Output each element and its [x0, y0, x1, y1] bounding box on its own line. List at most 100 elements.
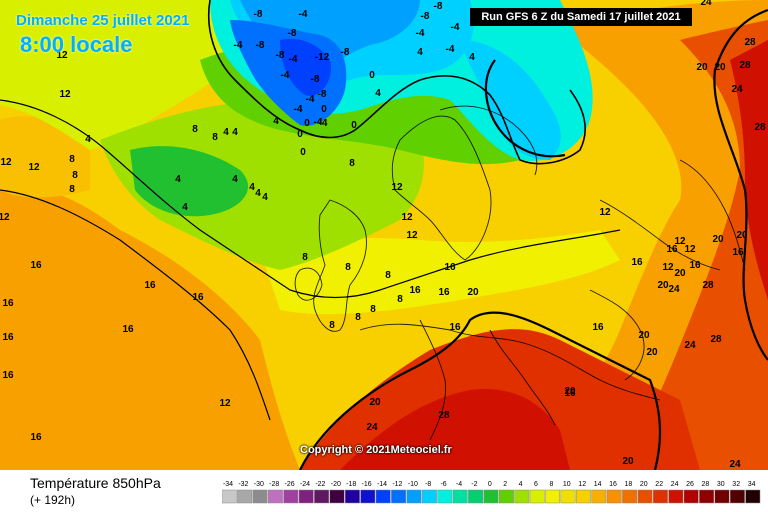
map-value-label: 12 — [684, 244, 696, 255]
copyright-notice: Copyright © 2021Meteociel.fr — [300, 444, 452, 456]
scale-swatch — [468, 489, 484, 504]
scale-tick-label: -22 — [315, 481, 325, 488]
scale-swatch — [375, 489, 391, 504]
map-value-label: 4 — [85, 134, 91, 145]
map-value-label: 16 — [30, 260, 42, 271]
scale-tick-label: 8 — [549, 481, 553, 488]
map-value-label: -4 — [451, 22, 460, 33]
scale-tick-label: 30 — [717, 481, 725, 488]
scale-swatch — [298, 489, 314, 504]
map-value-label: -8 — [434, 1, 443, 12]
scale-swatch — [514, 489, 530, 504]
scale-tick-label: 16 — [609, 481, 617, 488]
map-value-label: -8 — [276, 50, 285, 61]
scale-tick-label: -16 — [362, 481, 372, 488]
scale-swatch — [391, 489, 407, 504]
map-value-label: -8 — [421, 11, 430, 22]
scale-tick-label: 34 — [748, 481, 756, 488]
scale-swatch — [421, 489, 437, 504]
scale-swatch — [745, 489, 761, 504]
map-value-labels: -8 -4 -8-8-8 -4-4-4 -8 -44-8 -12 -8-4 4-4 0-8-8 4-… — [0, 0, 766, 470]
map-value-label: 24 — [700, 0, 712, 8]
map-value-label: 12 — [0, 212, 10, 223]
scale-tick-label: 32 — [732, 481, 740, 488]
map-value-label: 12 — [662, 262, 674, 273]
scale-swatch — [237, 489, 253, 504]
map-value-label: 4 — [417, 47, 423, 58]
map-value-label: 8 — [302, 252, 308, 263]
map-value-label: 8 — [397, 294, 403, 305]
map-value-label: 16 — [444, 262, 456, 273]
scale-swatch — [575, 489, 591, 504]
map-value-label: 12 — [401, 212, 413, 223]
map-value-label: 16 — [732, 247, 744, 258]
cool-zone-north — [0, 0, 243, 150]
coastlines — [294, 105, 746, 441]
map-value-label: -4 — [299, 9, 308, 20]
map-value-label: 8 — [69, 154, 75, 165]
map-value-label: 20 — [657, 280, 669, 291]
map-value-label: 8 — [370, 304, 376, 315]
scale-swatch — [699, 489, 715, 504]
map-value-label: 16 — [438, 287, 450, 298]
map-value-label: 24 — [729, 459, 741, 470]
map-value-label: 16 — [666, 244, 678, 255]
map-value-label: -4 — [319, 118, 328, 129]
map-value-label: 20 — [622, 456, 634, 467]
map-value-label: 12 — [28, 162, 40, 173]
scale-swatch — [714, 489, 730, 504]
scale-tick-label: -26 — [285, 481, 295, 488]
scale-swatch — [560, 489, 576, 504]
map-value-label: -12 — [315, 52, 330, 63]
map-value-label: 0 — [297, 129, 303, 140]
map-value-label: -4 — [314, 117, 323, 128]
map-value-label: 16 — [409, 285, 421, 296]
scale-swatch — [591, 489, 607, 504]
scale-tick-label: 6 — [534, 481, 538, 488]
map-value-label: 20 — [714, 62, 726, 73]
map-value-label: 12 — [219, 398, 231, 409]
map-value-label: 12 — [674, 236, 686, 247]
map-value-label: 28 — [744, 37, 756, 48]
scale-tick-label: 20 — [640, 481, 648, 488]
map-value-label: 20 — [646, 347, 658, 358]
scale-swatch — [314, 489, 330, 504]
map-value-label: -8 — [311, 74, 320, 85]
scale-swatch — [329, 489, 345, 504]
map-value-label: 12 — [406, 230, 418, 241]
scale-tick-label: -20 — [331, 481, 341, 488]
map-value-label: 28 — [438, 410, 450, 421]
scale-swatch — [652, 489, 668, 504]
scale-swatch — [606, 489, 622, 504]
map-value-label: 20 — [696, 62, 708, 73]
scale-tick-label: 10 — [563, 481, 571, 488]
scale-tick-label: -12 — [392, 481, 402, 488]
map-value-label: 4 — [232, 127, 238, 138]
scale-tick-label: 22 — [655, 481, 663, 488]
map-value-label: 16 — [192, 292, 204, 303]
scale-swatch — [344, 489, 360, 504]
scale-tick-label: -24 — [300, 481, 310, 488]
map-value-label: 12 — [56, 50, 68, 61]
map-value-label: 28 — [754, 122, 766, 133]
map-value-label: 24 — [684, 340, 696, 351]
map-value-label: 8 — [355, 312, 361, 323]
map-value-label: 16 — [631, 257, 643, 268]
scale-swatch — [637, 489, 653, 504]
color-scale: -34 -32 -30 -28 -26 -24 -22 -20 -18 -16 -14 -12 -10-… — [222, 481, 761, 504]
map-value-label: 12 — [0, 157, 12, 168]
map-value-label: 8 — [72, 170, 78, 181]
map-value-label: 4 — [232, 174, 238, 185]
map-value-label: -4 — [416, 28, 425, 39]
scale-tick-label: 28 — [702, 481, 710, 488]
map-value-label: 8 — [329, 320, 335, 331]
model-run-info: Run GFS 6 Z du Samedi 17 juillet 2021 — [470, 8, 692, 26]
map-value-label: 12 — [391, 182, 403, 193]
temperature-map[interactable]: -8 -4 -8 -8 -8 -4 -4 -4 -8 -4 4 -8 -12 -8 -4 4 -4 0 -8 -8 4-… — [0, 0, 768, 470]
scale-swatch — [452, 489, 468, 504]
map-value-label: 16 — [30, 432, 42, 443]
map-value-label: -4 — [294, 104, 303, 115]
scale-swatch — [483, 489, 499, 504]
map-value-label: 8 — [345, 262, 351, 273]
